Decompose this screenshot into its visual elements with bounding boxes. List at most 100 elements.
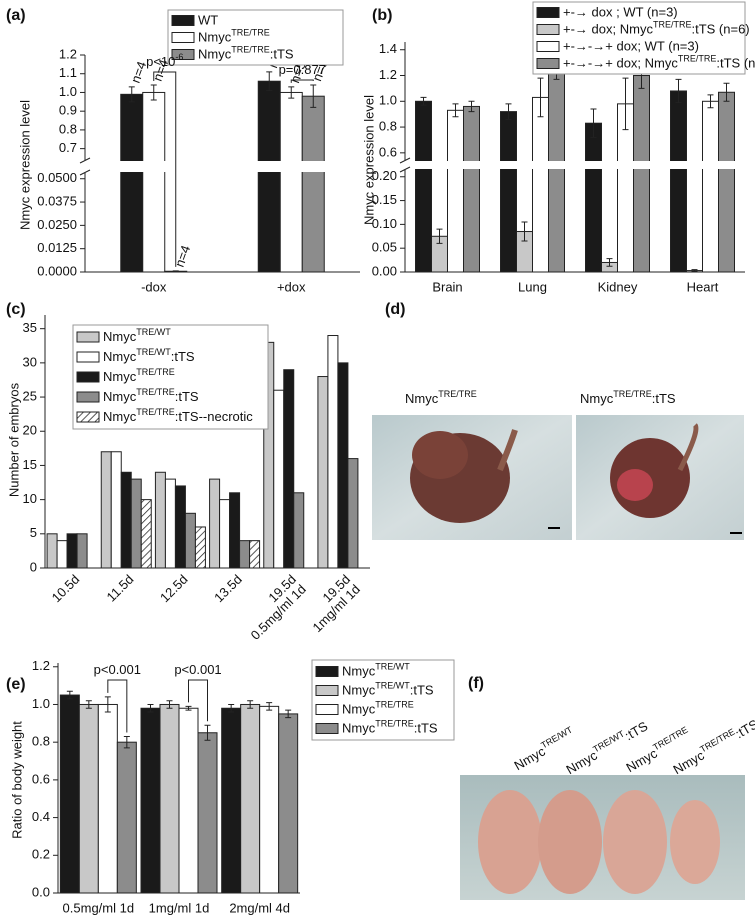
text-part: Nmyc bbox=[103, 329, 137, 344]
x-tick-label: Lung bbox=[518, 279, 547, 294]
y-tick-label: 1.0 bbox=[379, 93, 397, 108]
bracket bbox=[188, 679, 208, 722]
bar bbox=[532, 96, 549, 273]
p-value: p<0.001 bbox=[94, 662, 141, 677]
text-part: Nmyc bbox=[198, 47, 232, 62]
bar bbox=[194, 526, 206, 569]
text-part: +-→ bbox=[563, 5, 592, 20]
bar bbox=[283, 369, 295, 569]
bracket bbox=[153, 71, 177, 267]
x-tick-label: 1mg/ml 1d bbox=[149, 900, 210, 915]
text-part: :tTS bbox=[414, 721, 438, 736]
text-part: :tTS (n=4) bbox=[716, 56, 755, 71]
legend-swatch bbox=[536, 58, 560, 69]
error-bar bbox=[622, 77, 629, 131]
text-part: TRE/TRE bbox=[678, 54, 717, 64]
text-part: :tTS bbox=[270, 47, 294, 62]
bar bbox=[240, 703, 261, 894]
text-part: Nmyc bbox=[103, 349, 137, 364]
error-bar bbox=[505, 103, 512, 120]
legend-swatch bbox=[171, 15, 195, 26]
error-bar bbox=[185, 705, 192, 711]
legend-label: +-→ dox; NmycTRE/TRE:tTS (n=6) bbox=[563, 20, 750, 37]
error-bar bbox=[537, 77, 544, 118]
text-part: p<0.001 bbox=[174, 662, 221, 677]
bar bbox=[239, 540, 251, 569]
text-part: p<0.001 bbox=[94, 662, 141, 677]
y-tick-label: 0.8 bbox=[32, 734, 50, 749]
legend-swatch bbox=[76, 391, 100, 403]
bar bbox=[463, 105, 480, 273]
bar bbox=[221, 707, 242, 894]
sample-size: n=4 bbox=[128, 59, 150, 85]
sample-size: n=4 bbox=[150, 57, 172, 83]
legend-swatch bbox=[76, 411, 100, 423]
text-part: dox; Nmyc bbox=[616, 56, 678, 71]
panel-label: (c) bbox=[6, 301, 26, 318]
y-tick-label: 1.4 bbox=[379, 41, 397, 56]
p-value: p=0.877 bbox=[279, 62, 326, 77]
legend-label: NmycTRE/TRE:tTS--necrotic bbox=[103, 407, 253, 424]
error-bar bbox=[204, 724, 211, 741]
bar bbox=[78, 703, 99, 894]
bar bbox=[301, 95, 325, 273]
legend-swatch bbox=[76, 351, 100, 363]
bar bbox=[140, 707, 161, 894]
error-bar bbox=[128, 86, 135, 103]
bar bbox=[293, 492, 305, 569]
legend-label: NmycTRE/TRE bbox=[342, 700, 414, 717]
text-line: 12.5d bbox=[157, 572, 191, 606]
x-tick-label: Kidney bbox=[598, 279, 638, 294]
text-part: :tTS bbox=[171, 349, 195, 364]
text-part: +-→ bbox=[563, 22, 592, 37]
bar bbox=[100, 451, 112, 569]
y-axis-title: Nmyc expression level bbox=[17, 100, 32, 230]
y-tick-label: 0.6 bbox=[32, 771, 50, 786]
legend-swatch bbox=[536, 7, 560, 18]
x-tick-label: 10.5d bbox=[49, 572, 83, 606]
legend-label: NmycTRE/WT:tTS bbox=[342, 681, 434, 698]
y-axis-title: Number of embryos bbox=[6, 382, 21, 497]
text-part: :tTS bbox=[410, 683, 434, 698]
text-part: dox; Nmyc bbox=[592, 22, 654, 37]
text-part: p=0.877 bbox=[279, 62, 326, 77]
y-tick-label: 1.2 bbox=[379, 67, 397, 82]
legend-label: NmycTRE/WT bbox=[103, 327, 171, 344]
panel-label: (b) bbox=[372, 7, 392, 24]
sample-size: n=5 bbox=[287, 59, 309, 85]
error-bar bbox=[288, 86, 295, 99]
text-part: :tTS bbox=[175, 389, 199, 404]
error-bar bbox=[147, 703, 154, 713]
text-part: dox; WT (n=3) bbox=[616, 39, 698, 54]
bar bbox=[164, 478, 176, 569]
text-part: Nmyc bbox=[342, 702, 376, 717]
text-part: Nmyc bbox=[342, 721, 376, 736]
text-part: TRE/TRE bbox=[136, 367, 175, 377]
legend-swatch bbox=[315, 685, 339, 696]
legend-label: NmycTRE/TRE:tTS bbox=[103, 387, 199, 404]
text-part: Nmyc bbox=[103, 369, 137, 384]
bar bbox=[548, 65, 565, 273]
text-line: 11.5d bbox=[104, 572, 137, 605]
error-bar bbox=[85, 700, 92, 709]
bar bbox=[116, 741, 137, 894]
bar bbox=[46, 533, 58, 569]
text-part: TRE/TRE bbox=[231, 45, 270, 55]
text-line: 10.5d bbox=[49, 572, 83, 606]
bar bbox=[347, 458, 359, 569]
error-bar bbox=[606, 258, 613, 267]
error-bar bbox=[723, 82, 730, 102]
bar bbox=[174, 485, 186, 569]
x-tick-label: 13.5d bbox=[212, 572, 246, 606]
bar bbox=[142, 91, 166, 273]
y-tick-label: 15 bbox=[23, 457, 37, 472]
text-part: TRE/WT bbox=[375, 681, 410, 691]
x-tick-label: 0.5mg/ml 1d bbox=[63, 900, 135, 915]
y-tick-label: 1.2 bbox=[32, 658, 50, 673]
legend-label: +-→-→+ dox; NmycTRE/TRE:tTS (n=4) bbox=[563, 54, 755, 71]
x-tick-label: Brain bbox=[432, 279, 462, 294]
y-tick-label: 0.0500 bbox=[37, 170, 77, 185]
legend-label: NmycTRE/TRE bbox=[103, 367, 175, 384]
error-bar bbox=[66, 690, 73, 700]
